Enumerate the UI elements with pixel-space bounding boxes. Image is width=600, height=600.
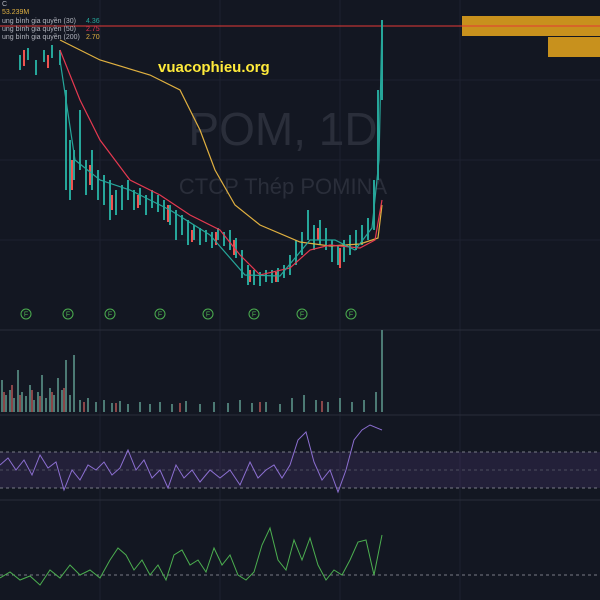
event-marker xyxy=(202,308,214,320)
legend: ung bình gia quyền (30) 4.36 ung bình gia … xyxy=(2,16,100,41)
legend-label: ung bình gia quyền (200) xyxy=(2,32,80,41)
event-marker xyxy=(296,308,308,320)
event-marker xyxy=(345,308,357,320)
event-marker-label: F xyxy=(206,311,210,318)
event-marker-label: F xyxy=(108,311,112,318)
event-marker xyxy=(154,308,166,320)
volume-profile-bar xyxy=(548,37,600,57)
symbol-prefix: C xyxy=(2,1,7,8)
event-marker-label: F xyxy=(24,311,28,318)
legend-value: 2.70 xyxy=(86,34,100,41)
event-marker-label: F xyxy=(300,311,304,318)
legend-value: 4.36 xyxy=(86,18,100,25)
ma-30-line xyxy=(59,19,383,277)
watermark-company: CTCP Thép POMINA xyxy=(179,174,388,199)
rsi-line xyxy=(0,424,383,494)
event-marker-label: F xyxy=(349,311,353,318)
watermark-symbol: POM, 1D xyxy=(188,103,377,155)
event-marker-label: F xyxy=(252,311,256,318)
event-marker xyxy=(104,308,116,320)
event-marker xyxy=(248,308,260,320)
event-marker-label: F xyxy=(66,311,70,318)
legend-label: ung bình gia quyền (50) xyxy=(2,24,76,33)
site-label: vuacophieu.org xyxy=(158,59,270,76)
event-marker xyxy=(62,308,74,320)
event-marker xyxy=(20,308,32,320)
indicator-line xyxy=(0,526,383,586)
volume-bars xyxy=(1,330,383,412)
volume-bars-down xyxy=(3,385,323,412)
volume-value: 53.239M xyxy=(2,9,29,16)
legend-label: ung bình gia quyền (30) xyxy=(2,16,76,25)
event-marker-label: F xyxy=(158,311,162,318)
legend-value: 2.75 xyxy=(86,26,100,33)
